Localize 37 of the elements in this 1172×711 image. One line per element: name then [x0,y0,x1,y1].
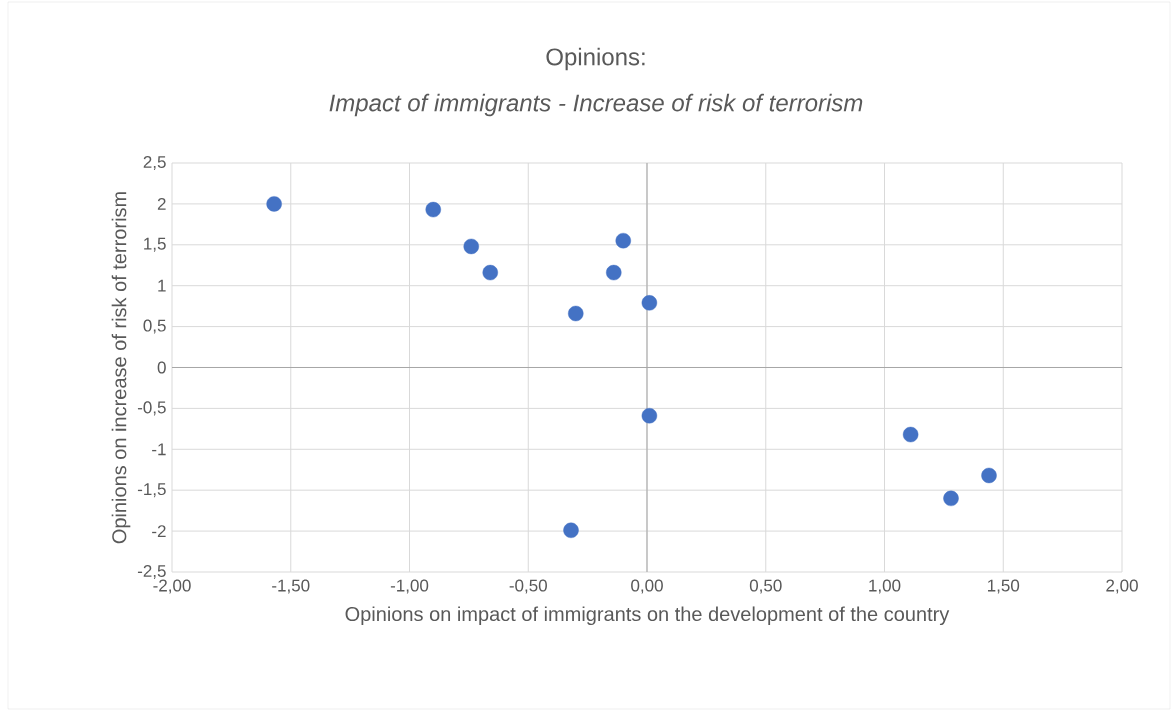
y-tick-label: -0,5 [137,401,166,416]
point [563,522,579,538]
x-tick-label: 1,00 [869,579,901,594]
x-tick-label: 0,50 [749,579,782,594]
y-tick-label: -1,5 [137,483,166,498]
point [425,201,441,218]
chart-title: Opinions: [546,47,645,71]
y-tick-label: 2 [157,197,166,210]
y-tick-label: 2,5 [143,155,166,171]
y-tick-label: -1 [152,443,166,456]
y-tick-label: 1,5 [144,237,166,252]
x-tick-label: 0,00 [631,579,663,594]
point [902,426,919,443]
y-tick-label: -2 [152,525,166,538]
y-tick-label: -2,5 [137,564,166,580]
point [981,467,997,484]
point [943,490,959,507]
point [615,233,631,249]
x-axis-title: Opinions on impact of immigrants on the development of the country [345,606,950,626]
point [482,264,498,281]
x-tick-label: -1,50 [272,579,310,594]
point [568,305,584,322]
y-tick-label: 0 [157,361,166,374]
point [606,264,622,281]
x-tick-label: -1,00 [390,579,429,594]
x-tick-label: 2,00 [1106,579,1138,594]
y-tick-label: 0,5 [143,319,166,334]
y-axis-title: Opinions on increase of risk of terrorism [111,192,131,544]
point [641,408,658,424]
point [463,238,479,255]
y-tick-label: 1 [158,279,166,292]
point [266,196,282,212]
x-tick-label: -2,00 [153,579,191,594]
point [641,295,658,311]
x-tick-label: 1,50 [988,579,1020,594]
x-tick-label: -0,50 [509,579,547,594]
chart-subtitle: Impact of immigrants - Increase of risk of terrorism [329,93,863,117]
